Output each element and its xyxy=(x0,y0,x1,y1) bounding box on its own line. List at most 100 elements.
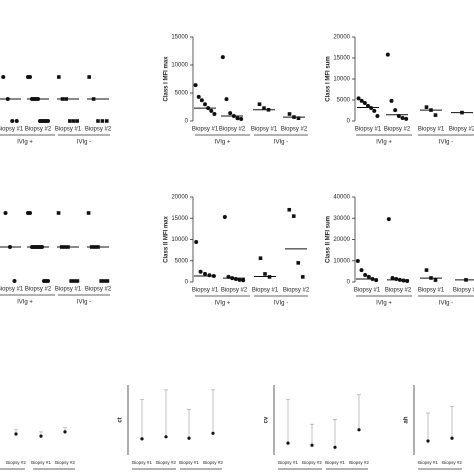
data-point xyxy=(241,278,246,283)
data-point xyxy=(356,96,361,101)
data-point xyxy=(263,272,267,276)
data-point xyxy=(366,103,370,108)
y-tick-label: 15000 xyxy=(171,35,188,41)
data-point xyxy=(212,112,217,116)
x-tick-label: Biopsy #2 xyxy=(85,287,112,293)
y-tick-label: 30000 xyxy=(333,216,350,222)
data-point xyxy=(57,75,61,79)
data-point xyxy=(194,240,199,245)
x-tick-label: Biopsy #1 xyxy=(418,288,445,294)
data-point xyxy=(375,113,380,118)
data-point xyxy=(433,113,438,117)
data-point xyxy=(239,117,244,122)
x-tick-label: Biopsy #1 xyxy=(355,127,382,133)
data-point xyxy=(286,441,290,445)
data-point xyxy=(359,268,364,273)
data-point xyxy=(46,279,50,283)
data-point xyxy=(39,434,43,438)
data-point xyxy=(394,277,399,282)
data-point xyxy=(164,435,168,439)
y-tick-label: 10000 xyxy=(333,258,350,264)
x-tick-label: Biopsy #2 xyxy=(385,288,412,294)
y-axis-label: Class I MFI max xyxy=(164,56,170,102)
y-axis-label: ct xyxy=(118,417,124,422)
data-point xyxy=(450,436,454,440)
data-point xyxy=(359,98,364,103)
data-point xyxy=(86,211,91,215)
data-point xyxy=(75,119,79,123)
data-point xyxy=(222,214,227,219)
group-label: IVIg + xyxy=(376,140,392,146)
x-tick-label: Biopsy #2 xyxy=(283,288,310,294)
x-tick-label: Biopsy #2 xyxy=(6,460,26,465)
group-label: IVIg - xyxy=(439,140,453,146)
y-tick-label: 0 xyxy=(347,119,351,125)
x-tick-label: Biopsy #2 xyxy=(302,460,322,465)
data-point xyxy=(362,100,367,105)
x-tick-label: Biopsy #1 xyxy=(0,127,24,133)
data-point xyxy=(310,443,314,447)
data-point xyxy=(100,119,105,123)
x-tick-label: Biopsy #2 xyxy=(453,288,474,294)
data-point xyxy=(105,119,109,123)
data-point xyxy=(385,52,390,57)
data-point xyxy=(1,75,6,79)
data-point xyxy=(258,256,263,260)
data-point xyxy=(209,108,214,113)
group-label: IVIg + xyxy=(215,301,231,307)
data-point xyxy=(96,119,100,123)
data-point xyxy=(400,116,405,121)
data-point xyxy=(207,273,212,278)
x-tick-label: Biopsy #1 xyxy=(278,460,298,465)
data-point xyxy=(424,105,429,109)
x-tick-label: Biopsy #2 xyxy=(449,127,474,133)
data-point xyxy=(10,119,15,123)
x-tick-label: Biopsy #2 xyxy=(219,127,246,133)
data-point xyxy=(211,431,215,435)
y-tick-label: 15000 xyxy=(171,216,188,222)
y-tick-label: 20000 xyxy=(171,195,188,201)
y-axis-label: cv xyxy=(264,416,270,423)
data-point xyxy=(3,211,8,215)
group-label: IVIg + xyxy=(17,140,33,146)
data-point xyxy=(228,111,233,116)
group-label: IVIg - xyxy=(274,140,288,146)
y-tick-label: 10000 xyxy=(171,63,188,69)
group-label: IVIg + xyxy=(17,300,33,306)
data-point xyxy=(220,55,225,60)
data-point xyxy=(287,207,292,212)
x-tick-label: Biopsy #1 xyxy=(251,127,278,133)
data-point xyxy=(401,278,406,283)
data-point xyxy=(296,116,301,120)
data-point xyxy=(196,94,201,99)
y-tick-label: 15000 xyxy=(333,56,350,62)
group-label: IVIg + xyxy=(215,140,231,146)
x-tick-label: Biopsy #1 xyxy=(418,127,445,133)
data-point xyxy=(68,119,72,123)
data-point xyxy=(424,268,429,272)
data-point xyxy=(300,275,305,279)
y-axis-label: Class II MFI sum xyxy=(326,216,332,263)
data-point xyxy=(224,97,229,102)
data-point xyxy=(14,119,19,123)
x-tick-label: Biopsy #2 xyxy=(25,287,52,293)
x-tick-label: Biopsy #2 xyxy=(55,460,75,465)
data-point xyxy=(203,102,207,107)
data-point xyxy=(75,279,80,283)
data-point xyxy=(291,214,296,218)
x-tick-label: Biopsy #1 xyxy=(418,460,438,465)
x-tick-label: Biopsy #2 xyxy=(203,460,223,465)
y-tick-label: 40000 xyxy=(333,195,350,201)
data-point xyxy=(393,108,398,113)
data-point xyxy=(56,211,61,215)
data-point xyxy=(187,436,191,440)
data-point xyxy=(87,75,91,79)
data-point xyxy=(357,428,361,432)
x-tick-label: Biopsy #1 xyxy=(55,287,82,293)
data-point xyxy=(355,258,360,263)
x-tick-label: Biopsy #2 xyxy=(384,127,411,133)
y-axis-label: ah xyxy=(404,416,410,423)
data-point xyxy=(193,83,198,88)
x-tick-label: Biopsy #2 xyxy=(25,127,52,133)
